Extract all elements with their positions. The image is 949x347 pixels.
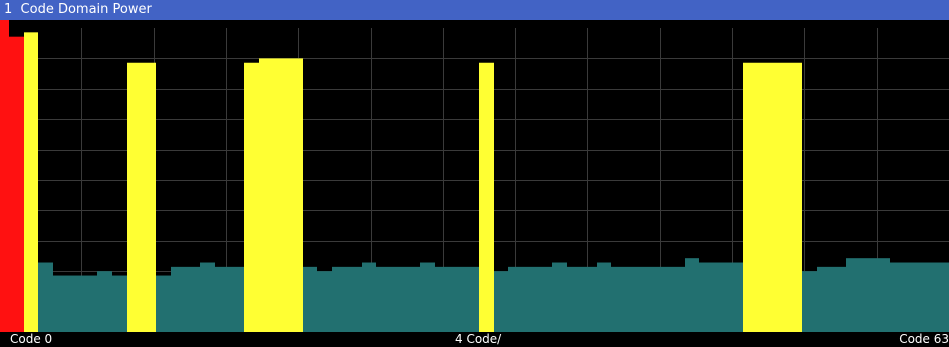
code-bar-17[interactable] [259,58,273,332]
code-bar-33[interactable] [494,271,508,332]
window-title-bar: 1 Code Domain Power [0,0,949,20]
code-domain-power-chart[interactable] [9,28,949,332]
code-bar-5[interactable] [82,275,97,332]
code-bar-1[interactable] [24,32,38,332]
window-title: 1 Code Domain Power [4,2,152,17]
code-bar-43[interactable] [641,266,655,332]
code-bar-31[interactable] [464,266,479,332]
code-bar-7[interactable] [112,275,127,332]
code-bar-13[interactable] [200,262,215,332]
code-bar-25[interactable] [376,266,391,332]
code-bar-23[interactable] [347,266,362,332]
code-bar-0[interactable] [9,36,24,332]
code-bar-14[interactable] [215,266,229,332]
code-bar-24[interactable] [362,262,376,332]
code-bar-19[interactable] [288,58,303,332]
code-bar-12[interactable] [185,266,200,332]
code-bar-34[interactable] [508,266,523,332]
code-bar-3[interactable] [53,275,68,332]
code-bar-36[interactable] [538,266,552,332]
code-bar-28[interactable] [420,262,435,332]
selected-code-marker [0,20,9,332]
code-bar-10[interactable] [156,275,171,332]
code-bar-39[interactable] [582,266,597,332]
code-bar-29[interactable] [435,266,450,332]
code-bar-63[interactable] [934,262,949,332]
code-bar-44[interactable] [655,266,670,332]
code-bar-15[interactable] [229,266,244,332]
code-bar-38[interactable] [567,266,582,332]
code-bar-55[interactable] [817,266,832,332]
code-bar-45[interactable] [670,266,685,332]
code-bar-6[interactable] [97,271,112,332]
code-bar-50[interactable] [743,62,758,332]
x-axis-scale-label: 4 Code/ [455,332,502,346]
code-bar-46[interactable] [685,258,699,332]
code-bar-60[interactable] [890,262,905,332]
code-bar-42[interactable] [626,266,641,332]
code-bar-56[interactable] [832,266,846,332]
code-bar-59[interactable] [876,258,890,332]
code-bar-61[interactable] [905,262,920,332]
code-bar-9[interactable] [141,62,156,332]
x-axis-start-label: Code 0 [10,332,53,346]
code-bar-54[interactable] [802,271,817,332]
code-bar-22[interactable] [332,266,347,332]
code-bar-21[interactable] [317,271,332,332]
code-bar-58[interactable] [861,258,876,332]
code-bar-27[interactable] [406,266,420,332]
code-bar-41[interactable] [611,266,626,332]
code-bar-32[interactable] [479,62,494,332]
code-bar-51[interactable] [758,62,773,332]
code-bar-53[interactable] [787,62,802,332]
code-bar-20[interactable] [303,266,317,332]
code-bar-37[interactable] [552,262,567,332]
code-bar-57[interactable] [846,258,861,332]
code-bar-47[interactable] [699,262,714,332]
x-axis-footer: Code 0 4 Code/ Code 63 [0,332,949,347]
code-bar-26[interactable] [391,266,406,332]
code-bar-48[interactable] [714,262,729,332]
code-bar-52[interactable] [773,62,787,332]
code-bar-16[interactable] [244,62,259,332]
x-axis-end-label: Code 63 [899,332,949,346]
code-bar-8[interactable] [127,62,141,332]
code-bar-4[interactable] [68,275,82,332]
code-bar-11[interactable] [171,266,185,332]
code-bar-30[interactable] [450,266,464,332]
code-bar-40[interactable] [597,262,611,332]
code-bar-2[interactable] [38,262,53,332]
code-bar-49[interactable] [729,262,743,332]
code-bar-18[interactable] [273,58,288,332]
code-bar-35[interactable] [523,266,538,332]
code-bar-62[interactable] [920,262,934,332]
